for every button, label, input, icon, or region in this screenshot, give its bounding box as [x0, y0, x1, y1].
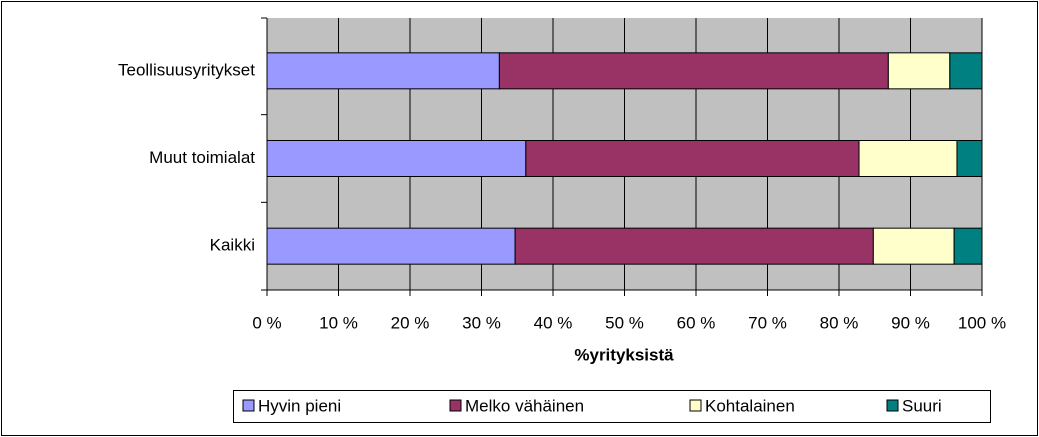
y-tick-label: Teollisuusyritykset — [118, 60, 255, 79]
x-tick-label: 10 % — [319, 313, 358, 332]
x-axis-label: %yrityksistä — [574, 345, 674, 364]
bar-segment — [872, 227, 955, 265]
legend-swatch — [886, 399, 899, 412]
legend-label: Hyvin pieni — [258, 396, 341, 415]
bar-segment — [956, 140, 983, 177]
x-tick-label: 40 % — [534, 313, 573, 332]
bar-segment — [266, 52, 500, 90]
legend — [233, 390, 991, 423]
x-tick-label: 70 % — [748, 313, 787, 332]
bar-segment — [498, 52, 889, 90]
x-tick-label: 30 % — [462, 313, 501, 332]
legend-label: Kohtalainen — [705, 396, 795, 415]
x-tick-label: 0 % — [252, 313, 281, 332]
legend-label: Melko vähäinen — [465, 396, 584, 415]
bar-segment — [887, 52, 951, 90]
legend-swatch — [449, 399, 462, 412]
bar-segment — [858, 140, 958, 177]
bar-segment — [949, 52, 983, 90]
legend-swatch — [242, 399, 255, 412]
x-tick-label: 50 % — [605, 313, 644, 332]
x-tick-label: 80 % — [820, 313, 859, 332]
bar-segment — [514, 227, 874, 265]
legend-swatch — [689, 399, 702, 412]
y-tick-label: Muut toimialat — [149, 148, 255, 167]
legend-label: Suuri — [902, 396, 942, 415]
bar-segment — [525, 140, 860, 177]
bar-segment — [266, 227, 516, 265]
x-tick-label: 100 % — [958, 313, 1006, 332]
x-tick-label: 20 % — [391, 313, 430, 332]
x-tick-label: 90 % — [891, 313, 930, 332]
x-tick-label: 60 % — [677, 313, 716, 332]
bar-segment — [266, 140, 527, 177]
bar-segment — [953, 227, 983, 265]
y-tick-label: Kaikki — [210, 236, 255, 255]
